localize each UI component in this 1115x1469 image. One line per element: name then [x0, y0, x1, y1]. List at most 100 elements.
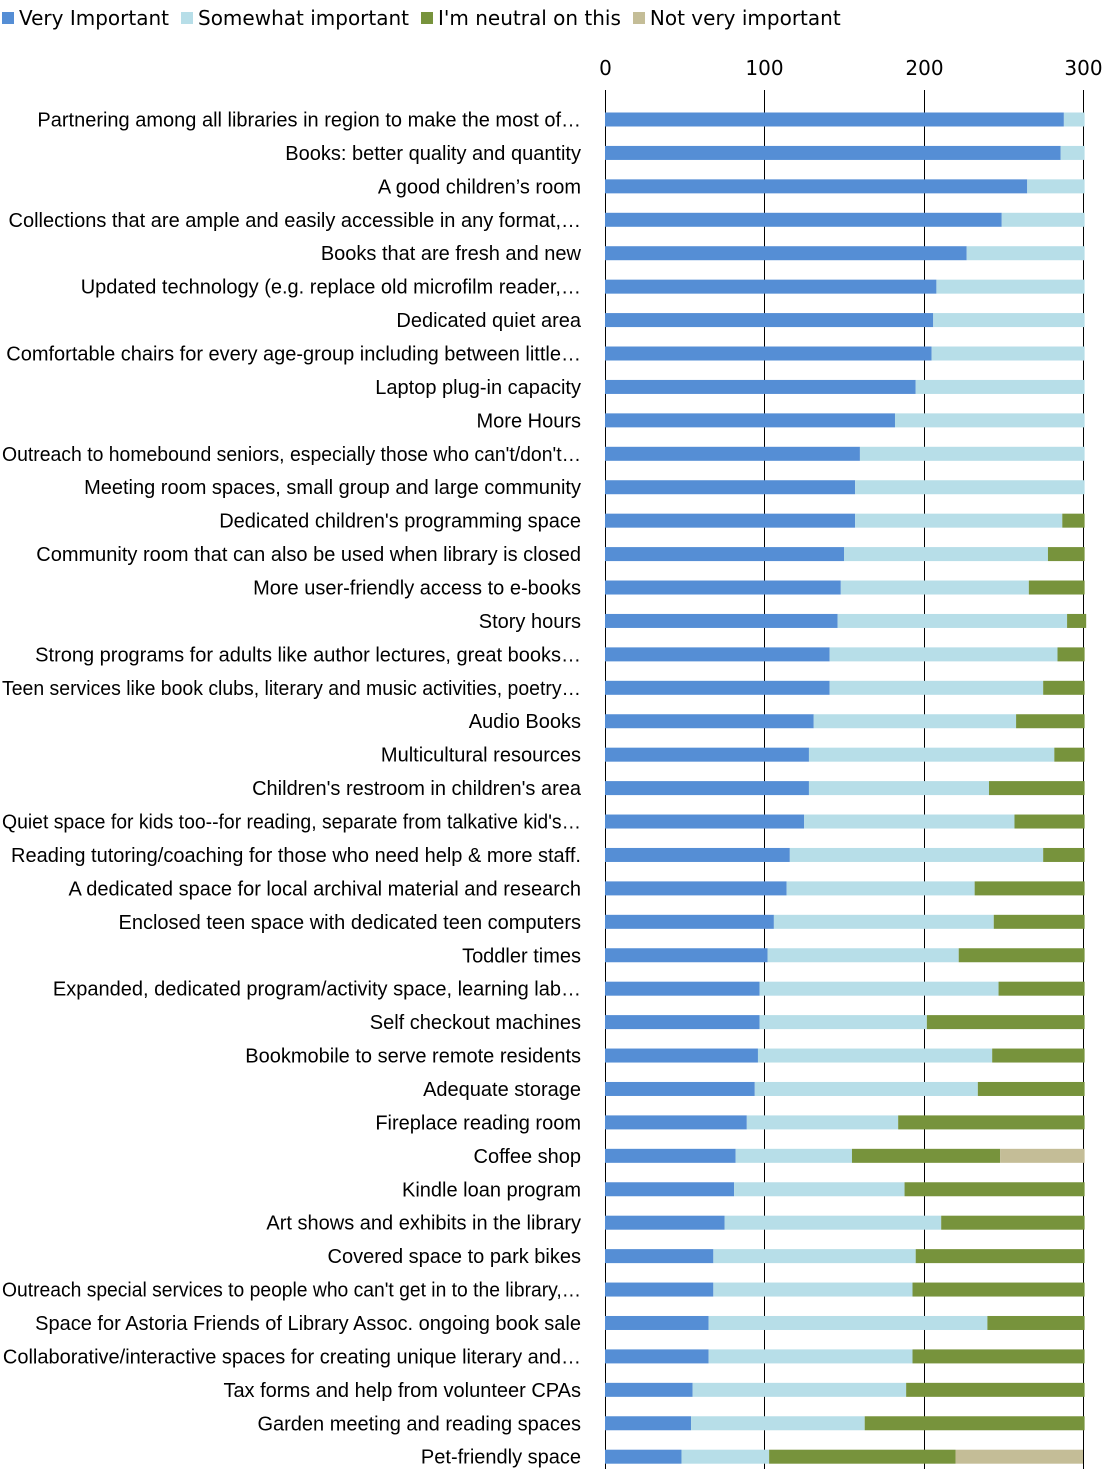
bar-segment [898, 1115, 1085, 1130]
category-label: Coffee shop [474, 1146, 582, 1168]
bar-segment [681, 1449, 770, 1464]
bar-segment [759, 1015, 927, 1030]
bar-segment [605, 680, 830, 695]
bar-segment [605, 580, 841, 595]
bar-segment [746, 1115, 899, 1130]
category-label: Laptop plug-in capacity [375, 377, 581, 399]
bar-segment [804, 814, 1015, 829]
bar-segment [605, 747, 809, 762]
category-label: Strong programs for adults like author l… [35, 644, 581, 666]
legend: Very Important Somewhat important I'm neut… [0, 0, 1115, 36]
bar-segment [998, 981, 1085, 996]
legend-swatch [2, 12, 14, 24]
bar-segment [605, 914, 774, 929]
category-label: Expanded, dedicated program/activity spa… [53, 979, 581, 1001]
category-label: Bookmobile to serve remote residents [245, 1046, 581, 1068]
bar-segment [786, 881, 975, 896]
category-label: Tax forms and help from volunteer CPAs [223, 1380, 581, 1402]
bar-segment [1063, 112, 1085, 127]
bar-segment [1067, 613, 1087, 628]
bar-segment [605, 279, 937, 294]
category-label: Outreach to homebound seniors, especiall… [2, 444, 581, 466]
bar-segment [808, 781, 989, 796]
category-labels: Partnering among all libraries in region… [2, 110, 582, 1469]
bar-segment [829, 647, 1058, 662]
bar-segment [1043, 680, 1085, 695]
bar-segment [605, 480, 856, 495]
bar-segment [759, 981, 999, 996]
bar-segment [605, 1282, 714, 1297]
bar-segment [605, 1382, 693, 1397]
bar-segment [605, 781, 809, 796]
bar-segment [605, 179, 1028, 194]
category-label: Adequate storage [423, 1079, 581, 1101]
category-label: Art shows and exhibits in the library [266, 1213, 581, 1235]
bar-segment [605, 948, 768, 963]
bar-segment [605, 313, 934, 328]
bar-segment [735, 1148, 852, 1163]
bar-segment [915, 379, 1085, 394]
bar-segment [912, 1349, 1085, 1364]
bar-segment [605, 379, 916, 394]
bar-segment [605, 814, 805, 829]
bar-segment [904, 1182, 1085, 1197]
bar-segment [713, 1249, 916, 1264]
category-label: Covered space to park bikes [328, 1246, 581, 1268]
category-label: Multicultural resources [381, 745, 581, 767]
bar-segment [808, 747, 1055, 762]
bar-segment [813, 714, 1017, 729]
bar-segment [966, 246, 1085, 261]
legend-swatch [421, 12, 434, 24]
category-label: Dedicated children's programming space [219, 511, 581, 533]
category-label: Self checkout machines [370, 1012, 581, 1034]
legend-item: I'm neutral on this [421, 6, 621, 30]
bar-segment [829, 680, 1044, 695]
category-label: Dedicated quiet area [396, 310, 581, 332]
bar-segment [1054, 747, 1085, 762]
bar-segment [931, 346, 1085, 361]
category-label: Story hours [479, 611, 581, 633]
bar-segment [1000, 1148, 1085, 1163]
bar-segment [724, 1215, 942, 1230]
legend-label: I'm neutral on this [438, 6, 621, 30]
bar-segment [769, 1449, 956, 1464]
bar-segment [844, 547, 1048, 562]
bar-segment [837, 613, 1068, 628]
bar-segment [605, 346, 932, 361]
bar-segment [754, 1081, 978, 1096]
category-label: Kindle loan program [402, 1179, 581, 1201]
bar-segment [605, 847, 790, 862]
bar-segment [605, 613, 838, 628]
category-label: More Hours [477, 410, 581, 432]
bar-segment [757, 1048, 993, 1063]
bar-segment [767, 948, 959, 963]
bar-segment [605, 547, 844, 562]
category-label: Quiet space for kids too--for reading, s… [2, 812, 581, 834]
bar-segment [941, 1215, 1085, 1230]
bar-segment [840, 580, 1029, 595]
category-label: Comfortable chairs for every age-group i… [6, 344, 581, 366]
bar-segment [926, 1015, 1085, 1030]
bar-segment [859, 446, 1085, 461]
category-label: Books that are fresh and new [321, 243, 582, 265]
bar-segment [605, 1349, 709, 1364]
legend-item: Not very important [632, 6, 841, 30]
bar-segment [993, 914, 1085, 929]
bar-segment [605, 981, 760, 996]
category-label: Pet-friendly space [421, 1447, 581, 1469]
bar-segment [955, 1449, 1083, 1464]
bar-segment [605, 1048, 758, 1063]
bar-segment [692, 1382, 907, 1397]
category-label: Toddler times [462, 945, 581, 967]
category-label: Fireplace reading room [375, 1112, 581, 1134]
bar-segment [605, 1416, 692, 1431]
legend-swatch [632, 12, 645, 24]
bar-segment [605, 1215, 725, 1230]
x-tick-label: 0 [599, 56, 612, 80]
bar-segment [987, 1315, 1085, 1330]
bar-segment [605, 647, 830, 662]
category-label: Partnering among all libraries in region… [37, 110, 581, 132]
category-label: Collections that are ample and easily ac… [9, 210, 582, 232]
bar-segment [708, 1315, 988, 1330]
